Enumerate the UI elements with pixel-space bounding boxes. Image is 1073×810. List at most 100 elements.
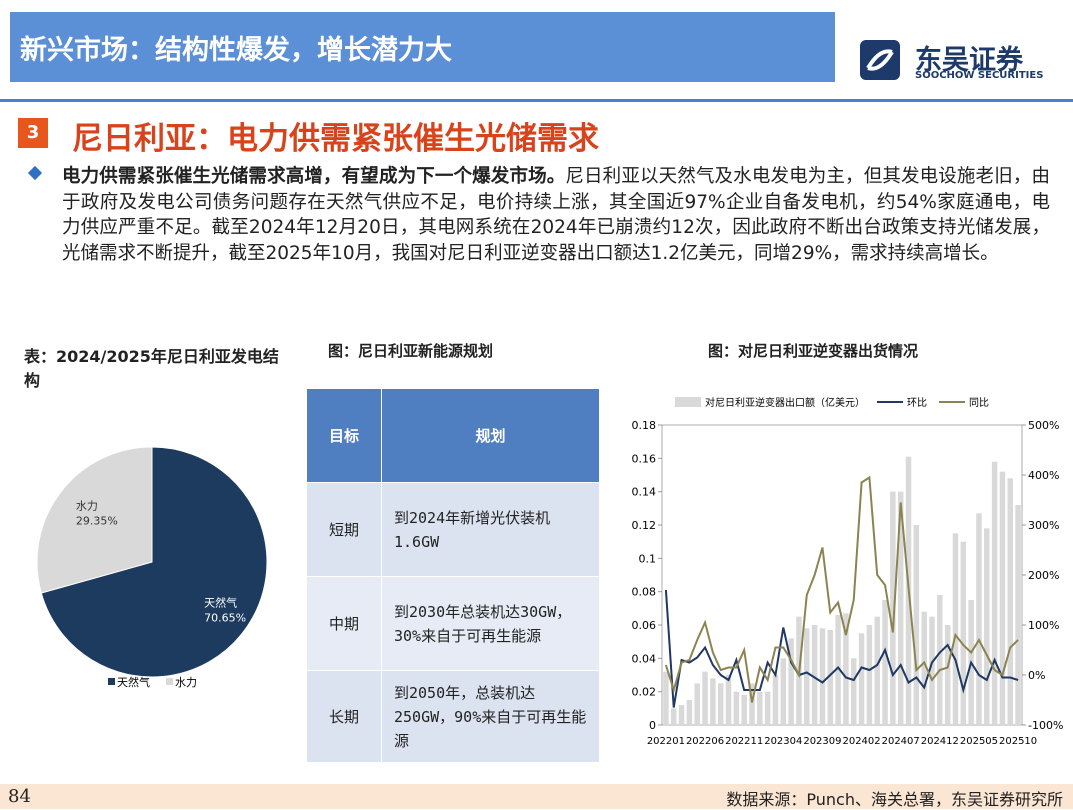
legend-label: 水力: [175, 676, 197, 689]
bar: [897, 491, 904, 725]
bar: [733, 691, 740, 725]
bar: [976, 513, 982, 725]
y-tick-label: 0.02: [632, 686, 657, 699]
footer-bar: [0, 784, 1073, 809]
y2-tick-label: 300%: [1028, 519, 1059, 532]
legend-label: 天然气: [117, 675, 150, 689]
bar: [944, 625, 951, 725]
table-cell: 到2024年新增光伏装机1.6GW: [381, 482, 600, 577]
bar: [851, 658, 857, 725]
x-tick-label: 202206: [686, 736, 724, 747]
x-tick-label: 202201: [647, 736, 685, 747]
bar: [960, 541, 967, 725]
bar: [780, 658, 787, 725]
logo-icon: [860, 40, 900, 80]
header-bar: [10, 12, 835, 82]
bar: [749, 683, 755, 725]
bar: [999, 471, 1006, 725]
x-tick-label: 202412: [921, 736, 959, 747]
line: [664, 589, 1019, 708]
y-tick-label: 0.1: [639, 552, 657, 565]
slice-value: 29.35%: [76, 514, 118, 527]
table-cell: 中期: [306, 576, 382, 671]
combo-title: 图：对尼日利亚逆变器出货情况: [708, 342, 919, 360]
plan-table: 目标 规划 短期 到2024年新增光伏装机1.6GW 中期 到2030年总装机达30GW…: [306, 388, 600, 763]
table-title: 图：尼日利亚新能源规划: [328, 342, 494, 360]
table-row: 中期 到2030年总装机达30GW，30%来自于可再生能源: [306, 576, 600, 671]
y2-tick-label: 500%: [1028, 419, 1059, 432]
bar: [686, 700, 693, 725]
pie-title: 表：2024/2025年尼日利亚发电结构: [24, 347, 279, 390]
bar: [882, 600, 888, 725]
paragraph-bold: 电力供需紧张催生光储需求高增，有望成为下一个爆发市场。: [62, 166, 566, 187]
y2-tick-label: 400%: [1028, 469, 1059, 482]
logo-sub: SOOCHOW SECURITIES: [915, 70, 1044, 81]
y2-tick-label: -100%: [1028, 719, 1063, 732]
x-tick-label: 202309: [803, 736, 841, 747]
bar: [858, 633, 865, 725]
bar: [741, 695, 747, 725]
y2-tick-label: 100%: [1028, 619, 1059, 632]
logo-name: 东吴证券: [915, 45, 1023, 76]
pie-slice: [40, 446, 268, 678]
bar: [827, 630, 833, 725]
legend-swatch: [675, 397, 701, 407]
bar: [874, 616, 880, 725]
pie-slice: [36, 446, 153, 594]
bar: [913, 525, 920, 725]
bar: [671, 708, 677, 725]
x-tick-label: 202407: [882, 736, 920, 747]
bullet: [27, 165, 43, 181]
bar: [772, 675, 779, 725]
bar: [725, 675, 732, 725]
y-tick-label: 0.16: [632, 452, 657, 465]
x-tick-label: 202510: [999, 736, 1037, 747]
plot-frame: [661, 424, 1023, 726]
bar: [811, 625, 818, 725]
legend-swatch: [108, 678, 115, 685]
combo-chart: 0 0.02 0.04 0.06 0.08 0.1 0.12 0.14 0.16 0.18 -100…: [632, 396, 1064, 747]
bar: [764, 691, 771, 725]
bar: [717, 683, 724, 725]
paragraph-text: 尼日利亚以天然气及水电发电为主，但其发电设施老旧，由于政府及发电公司债务问题存在…: [62, 166, 1050, 264]
slice-label: 水力: [76, 499, 98, 512]
bar: [694, 683, 700, 725]
x-tick-label: 202211: [725, 736, 763, 747]
paragraph: 电力供需紧张催生光储需求高增，有望成为下一个爆发市场。尼日利亚以天然气及水电发电…: [62, 164, 1050, 266]
y-tick-label: 0.06: [632, 619, 657, 632]
line: [664, 475, 1019, 703]
bar: [819, 628, 826, 725]
bar: [757, 691, 763, 725]
table-cell: 长期: [306, 670, 382, 763]
bar: [788, 638, 794, 725]
legend-label: 对尼日利亚逆变器出口额（亿美元）: [705, 396, 865, 409]
bar: [952, 533, 959, 725]
table-header: 规划: [381, 388, 600, 483]
source: 数据来源：Punch、海关总署，东吴证券研究所: [726, 790, 1063, 809]
y-tick-label: 0.12: [632, 519, 657, 532]
divider: [0, 99, 1073, 102]
y-tick-label: 0.04: [632, 652, 657, 665]
bar: [702, 671, 708, 725]
bar: [890, 491, 896, 725]
table-cell: 到2050年，总装机达250GW，90%来自于可再生能源: [381, 670, 600, 763]
table-header: 目标: [306, 388, 382, 483]
y-tick-label: 0.18: [632, 419, 657, 432]
bar: [710, 678, 716, 725]
y-tick-label: 0.08: [632, 586, 657, 599]
bar: [843, 613, 849, 725]
bar: [866, 625, 873, 725]
legend-swatch: [166, 678, 173, 685]
bar: [835, 615, 841, 725]
bar: [1015, 505, 1021, 725]
y2-tick-label: 0%: [1028, 669, 1045, 682]
bar: [921, 611, 927, 725]
bar: [991, 461, 998, 725]
bar: [929, 616, 935, 725]
x-tick-label: 202304: [764, 736, 802, 747]
legend-label: 同比: [969, 397, 989, 409]
table-cell: 到2030年总装机达30GW，30%来自于可再生能源: [381, 576, 600, 671]
bar: [984, 528, 990, 725]
